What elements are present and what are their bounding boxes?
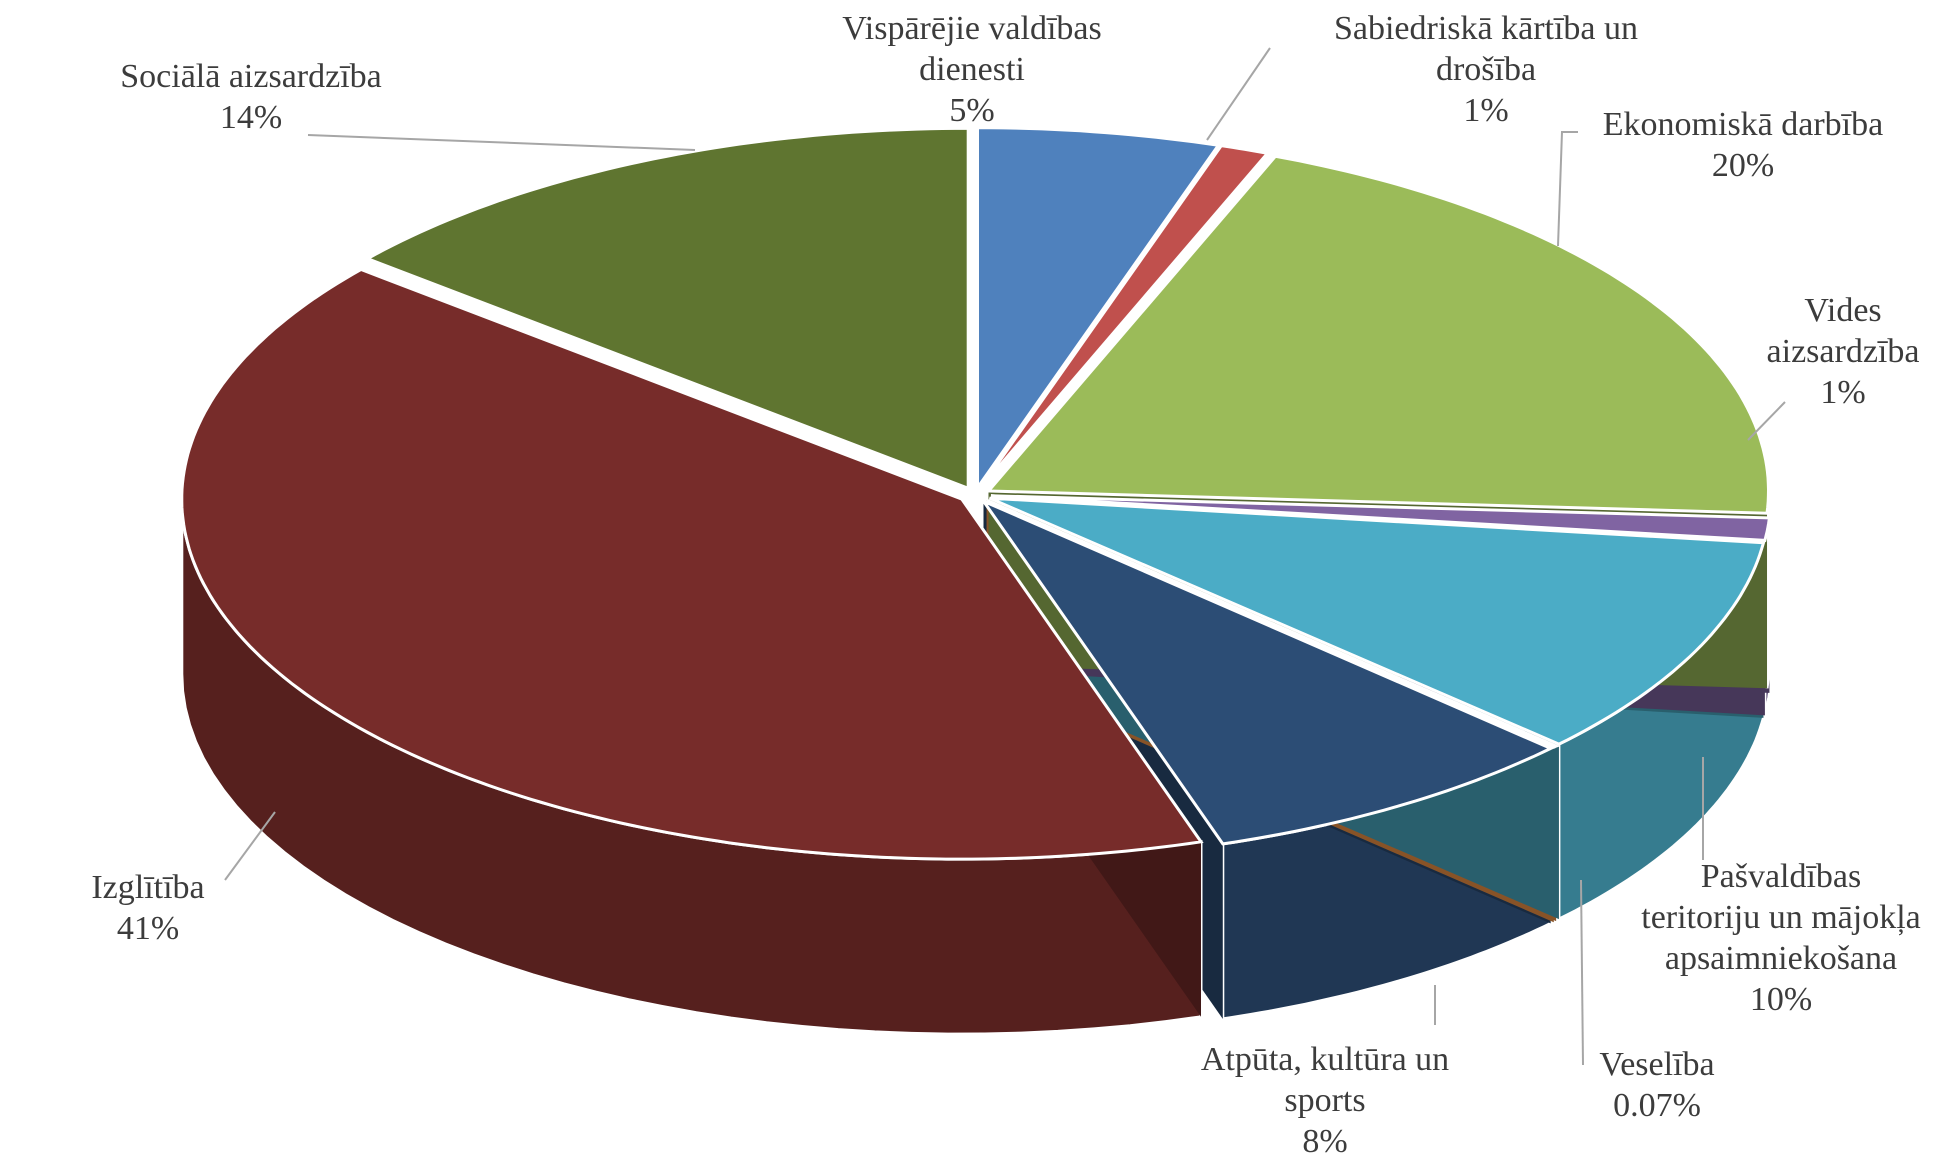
- slice-2: [985, 154, 1771, 515]
- slice-percent: 41%: [116, 910, 180, 947]
- slice-label-text: Veselība: [1599, 1046, 1715, 1083]
- slice-label-0: Vispārējie valdības dienesti 5%: [842, 8, 1101, 131]
- slice-label-4: Pašvaldības teritoriju un mājokļa apsaimni…: [1641, 856, 1921, 1020]
- slice-percent: 5%: [949, 92, 995, 129]
- leader-line-8: [307, 134, 696, 151]
- slice-label-text: drošība: [1435, 51, 1537, 88]
- slice-label-text: Pašvaldības: [1700, 858, 1862, 895]
- slice-label-text: Sabiedriskā kārtība un: [1333, 10, 1639, 47]
- slice-label-text: Ekonomiskā darbība: [1602, 106, 1884, 143]
- slice-label-text: teritoriju un mājokļa: [1641, 899, 1921, 936]
- slice-6: [979, 497, 1555, 846]
- slice-label-3: Vides aizsardzība 1%: [1767, 290, 1920, 413]
- slice-3: [990, 494, 1772, 542]
- slice-percent: 1%: [1463, 92, 1509, 129]
- slice-label-8: Sociālā aizsardzība 14%: [120, 56, 381, 138]
- slice-percent: 1%: [1820, 374, 1866, 411]
- slice-label-5: Veselība 0.07%: [1599, 1044, 1714, 1126]
- slice-0: [976, 126, 1222, 493]
- slice-5: [986, 498, 1561, 749]
- slice-label-text: Sociālā aizsardzība: [120, 58, 382, 95]
- slice-label-text: Vispārējie valdības: [842, 10, 1102, 47]
- slice-label-text: aizsardzība: [1766, 333, 1920, 370]
- leader-line-3: [1747, 401, 1786, 441]
- slice-label-text: apsaimniekošana: [1664, 940, 1898, 977]
- slice-label-text: sports: [1284, 1082, 1366, 1119]
- slice-percent: 0.07%: [1613, 1087, 1701, 1124]
- slice-label-text: Vides: [1804, 292, 1882, 329]
- slice-percent: 10%: [1749, 981, 1813, 1018]
- slice-7: [180, 267, 1204, 861]
- leader-line-1: [1206, 47, 1271, 141]
- slice-label-text: Izglītība: [91, 869, 205, 906]
- slice-8: [363, 126, 970, 491]
- leader-lines: [224, 47, 1786, 1066]
- slice-percent: 8%: [1302, 1123, 1348, 1160]
- leader-line-7: [224, 811, 276, 881]
- pie-tops: [180, 126, 1772, 861]
- slice-label-1: Sabiedriskā kārtība un drošība 1%: [1334, 8, 1638, 131]
- slice-label-text: Atpūta, kultūra un: [1200, 1041, 1450, 1078]
- slice-percent: 20%: [1711, 147, 1775, 184]
- slice-label-text: dienesti: [919, 51, 1025, 88]
- slice-label-7: Izglītība 41%: [91, 867, 204, 949]
- leader-line-5: [1580, 879, 1584, 1066]
- slice-4: [988, 496, 1766, 746]
- slice-label-6: Atpūta, kultūra un sports 8%: [1201, 1039, 1449, 1162]
- slice-label-2: Ekonomiskā darbība 20%: [1603, 104, 1883, 186]
- leader-line-2: [1557, 131, 1578, 247]
- slice-1: [979, 143, 1271, 490]
- slice-percent: 14%: [219, 99, 283, 136]
